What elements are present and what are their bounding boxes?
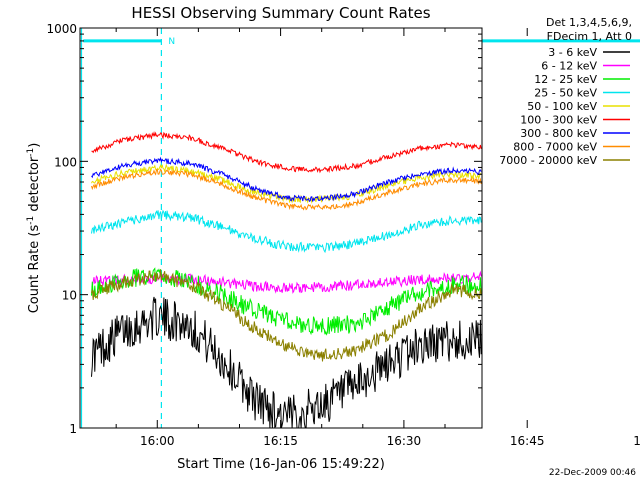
- legend-label-6: 300 - 800 keV: [520, 127, 597, 140]
- y-axis-label-mid: detector: [27, 156, 42, 216]
- legend-label-2: 12 - 25 keV: [534, 73, 597, 86]
- y-axis-label: Count Rate (s-1 detector-1): [26, 143, 42, 314]
- footer-date: 22-Dec-2009 00:46: [549, 468, 636, 478]
- y-axis-label-end: ): [27, 143, 42, 148]
- series-line-3: [91, 209, 482, 254]
- series-line-7: [91, 168, 482, 211]
- plot-frame: [79, 27, 483, 429]
- chart-title: HESSI Observing Summary Count Rates: [131, 4, 430, 22]
- y-tick-label-1: 10: [62, 289, 77, 303]
- y-tick-label-0: 1: [69, 422, 77, 436]
- y-tick-label-2: 100: [54, 155, 77, 169]
- legend-label-3: 25 - 50 keV: [534, 87, 597, 100]
- legend-label-8: 7000 - 20000 keV: [499, 154, 597, 167]
- attenuator-markers: N: [80, 28, 640, 428]
- y-tick-label-3: 1000: [46, 22, 77, 36]
- legend-label-7: 800 - 7000 keV: [513, 141, 597, 154]
- series-lines: [91, 130, 482, 429]
- legend-header-line-2: FDecim 1, Att 0: [547, 30, 632, 43]
- x-tick-label-3: 16:45: [510, 434, 545, 448]
- y-axis-label-sup1: -1: [26, 216, 36, 225]
- marker-label-0: N: [168, 37, 175, 47]
- series-line-0: [91, 296, 482, 429]
- series-line-8: [91, 269, 482, 362]
- y-axis-label-sup2: -1: [26, 148, 36, 157]
- x-tick-label-4: 17:00: [633, 434, 640, 448]
- x-tick-label-2: 16:30: [387, 434, 422, 448]
- series-line-6: [91, 156, 482, 203]
- legend-label-4: 50 - 100 keV: [527, 100, 597, 113]
- x-tick-label-1: 16:15: [263, 434, 298, 448]
- y-axis: 1 10 100 1000: [46, 22, 482, 436]
- legend-label-5: 100 - 300 keV: [520, 114, 597, 127]
- y-axis-label-main: Count Rate (s: [27, 225, 42, 314]
- x-axis-label: Start Time (16-Jan-06 15:49:22): [177, 457, 385, 472]
- legend-label-0: 3 - 6 keV: [548, 46, 597, 59]
- legend: Det 1,3,4,5,6,9, FDecim 1, Att 0 3 - 6 k…: [499, 16, 632, 167]
- x-tick-label-0: 16:00: [140, 434, 175, 448]
- legend-header-line-1: Det 1,3,4,5,6,9,: [546, 16, 632, 29]
- legend-label-1: 6 - 12 keV: [541, 60, 597, 73]
- series-line-5: [91, 130, 482, 174]
- series-line-2: [91, 267, 482, 336]
